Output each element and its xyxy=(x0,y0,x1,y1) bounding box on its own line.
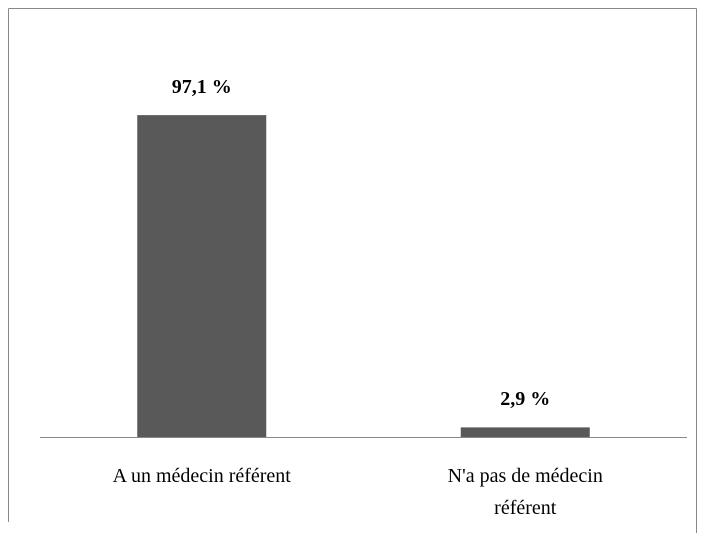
x-tick-label: A un médecin référent xyxy=(112,465,291,487)
value-label: 97,1 % xyxy=(171,76,232,99)
value-label: 2,9 % xyxy=(500,388,551,411)
bar xyxy=(460,427,590,437)
bar xyxy=(137,115,267,438)
x-tick-label: N'a pas de médecin référent xyxy=(447,465,603,519)
